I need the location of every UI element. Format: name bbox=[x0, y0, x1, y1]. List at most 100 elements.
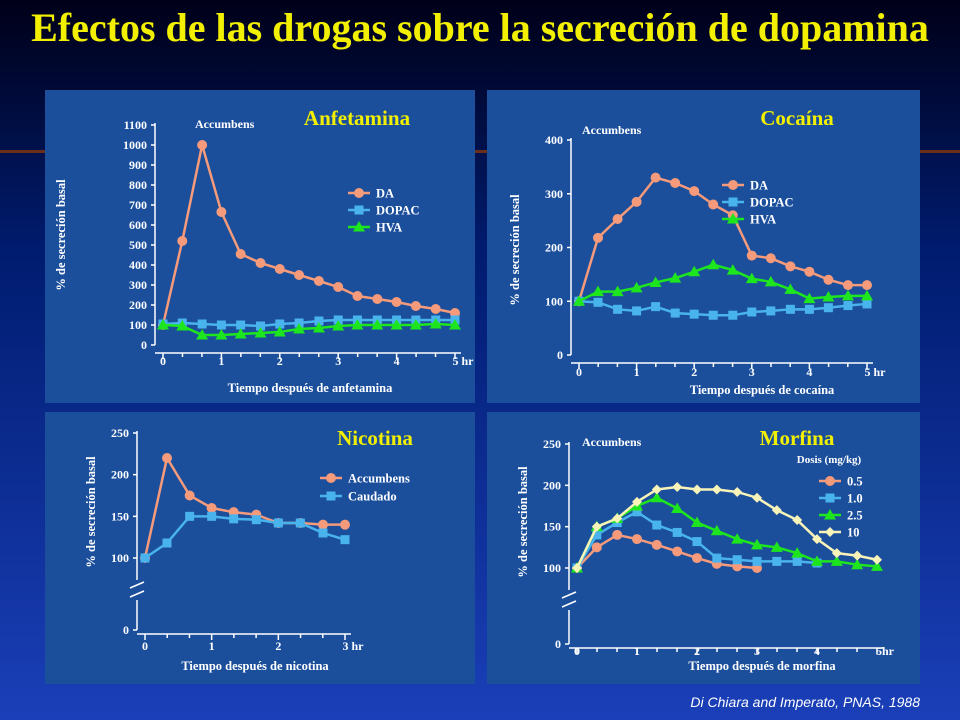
data-point bbox=[313, 276, 324, 286]
data-point bbox=[372, 294, 383, 304]
legend-title: Dosis (mg/kg) bbox=[797, 454, 862, 466]
chart-panel-morfina: 0 100 150 200 250 0 1 2 3 4 5hr Morfina Accumbens Tie… bbox=[487, 412, 920, 684]
legend-marker bbox=[354, 205, 364, 215]
data-point bbox=[672, 481, 683, 492]
data-point bbox=[430, 304, 441, 314]
data-point bbox=[692, 484, 702, 495]
x-tick-label: 1 bbox=[209, 639, 215, 653]
data-point bbox=[851, 558, 864, 570]
x-tick-label: 0 bbox=[142, 639, 148, 653]
y-axis-label: % de secreción basal bbox=[54, 179, 68, 291]
legend-marker bbox=[728, 197, 738, 207]
data-point bbox=[184, 490, 195, 501]
y-tick-label: 250 bbox=[543, 437, 561, 451]
data-point bbox=[340, 535, 350, 545]
data-point bbox=[592, 285, 605, 297]
data-point bbox=[177, 236, 188, 246]
data-point bbox=[784, 283, 797, 294]
data-point bbox=[672, 546, 683, 557]
data-point bbox=[652, 520, 662, 530]
data-point bbox=[732, 555, 742, 565]
legend-label: DA bbox=[750, 179, 768, 193]
data-point bbox=[745, 272, 758, 284]
data-point bbox=[197, 319, 207, 329]
data-point bbox=[332, 320, 345, 331]
legend-label: 10 bbox=[847, 526, 860, 540]
data-point bbox=[804, 266, 815, 277]
data-point bbox=[216, 320, 226, 330]
data-point bbox=[612, 214, 623, 225]
legend-marker bbox=[354, 188, 364, 198]
data-point bbox=[196, 329, 209, 340]
y-axis-label: % de secreción basal bbox=[508, 194, 522, 306]
data-point bbox=[312, 322, 325, 333]
data-point bbox=[410, 301, 421, 311]
x-tick-label: 3 bbox=[754, 644, 760, 658]
legend: DA DOPAC HVA bbox=[348, 187, 420, 235]
y-tick-label: 200 bbox=[545, 241, 563, 255]
x-tick-label: 0 bbox=[574, 644, 580, 658]
data-point bbox=[746, 250, 757, 261]
data-point bbox=[672, 527, 682, 537]
chart-panel-anfetamina: 0 100 200 300 400 500 600 700 800 900 1000 1100 0 1 2 3… bbox=[45, 90, 475, 403]
legend-label: 0.5 bbox=[847, 475, 863, 489]
data-point bbox=[812, 534, 822, 545]
series-da bbox=[574, 172, 872, 307]
data-point bbox=[732, 486, 743, 497]
data-point bbox=[688, 265, 701, 277]
data-point bbox=[229, 514, 239, 524]
data-point bbox=[710, 524, 723, 536]
y-tick-label: 0 bbox=[123, 623, 129, 637]
data-point bbox=[162, 538, 172, 548]
series-line bbox=[162, 322, 456, 337]
y-tick-label: 0 bbox=[555, 637, 561, 651]
x-tick-label: 5 hr bbox=[865, 365, 887, 379]
y-tick-label: 150 bbox=[111, 509, 129, 523]
x-tick-label: 4 bbox=[394, 354, 400, 368]
chart-title: Morfina bbox=[760, 426, 835, 450]
data-point bbox=[841, 289, 854, 301]
data-point bbox=[409, 319, 422, 330]
data-point bbox=[593, 297, 603, 307]
chart-panel-nicotina: 0 100 150 200 250 0 1 2 3 hr Nicotina Tiempo despu… bbox=[45, 412, 475, 684]
data-point bbox=[861, 289, 873, 301]
y-tick-label: 1000 bbox=[123, 138, 147, 152]
data-point bbox=[765, 253, 776, 264]
data-point bbox=[791, 547, 804, 558]
region-label: Accumbens bbox=[582, 435, 642, 449]
data-point bbox=[792, 556, 802, 566]
legend: DA DOPAC HVA bbox=[722, 179, 794, 227]
data-point bbox=[823, 274, 834, 285]
axes bbox=[561, 442, 883, 654]
data-point bbox=[572, 563, 582, 573]
data-point bbox=[871, 560, 883, 571]
x-tick-label: 5hr bbox=[876, 644, 895, 658]
data-point bbox=[752, 556, 762, 566]
data-point bbox=[671, 502, 684, 513]
data-point bbox=[650, 491, 663, 503]
series-line bbox=[578, 263, 867, 303]
data-point bbox=[770, 541, 783, 552]
page-title: Efectos de las drogas sobre la secreción… bbox=[31, 5, 929, 50]
y-tick-label: 100 bbox=[129, 318, 147, 332]
data-point bbox=[255, 258, 266, 268]
data-point bbox=[197, 140, 208, 150]
region-label: Accumbens bbox=[582, 123, 642, 137]
data-point bbox=[862, 280, 872, 291]
data-point bbox=[275, 319, 285, 329]
data-point bbox=[340, 519, 350, 530]
data-point bbox=[234, 328, 247, 339]
series-line bbox=[578, 300, 868, 317]
x-tick-label: 4 bbox=[806, 365, 812, 379]
data-point bbox=[235, 249, 246, 259]
data-point bbox=[593, 232, 604, 243]
y-tick-label: 500 bbox=[129, 238, 147, 252]
axes bbox=[151, 123, 461, 359]
x-tick-label: 2 bbox=[275, 639, 281, 653]
y-tick-label: 250 bbox=[111, 426, 129, 440]
data-point bbox=[632, 306, 642, 316]
data-point bbox=[728, 310, 738, 320]
data-point bbox=[764, 275, 777, 287]
data-point bbox=[766, 306, 776, 316]
data-point bbox=[689, 309, 699, 319]
